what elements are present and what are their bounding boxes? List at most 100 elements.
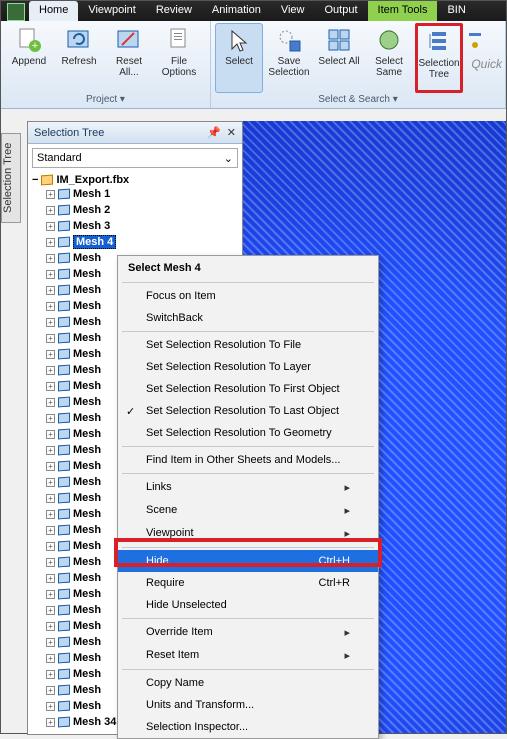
ctx-hide[interactable]: HideCtrl+H [118,550,378,572]
expand-icon[interactable]: + [46,302,55,311]
expand-icon[interactable]: + [46,350,55,359]
ctx-res-first[interactable]: Set Selection Resolution To First Object [118,378,378,400]
expand-icon[interactable]: + [46,334,55,343]
ctx-res-file[interactable]: Set Selection Resolution To File [118,334,378,356]
tab-review[interactable]: Review [146,1,202,21]
tab-view[interactable]: View [271,1,315,21]
expand-icon[interactable]: + [46,606,55,615]
quick-search-placeholder[interactable]: Quick [471,57,502,71]
expand-icon[interactable]: + [46,590,55,599]
expand-icon[interactable]: + [46,318,55,327]
tree-root[interactable]: − IM_Export.fbx [32,174,238,186]
ctx-require[interactable]: RequireCtrl+R [118,572,378,594]
ctx-res-last[interactable]: ✓Set Selection Resolution To Last Object [118,400,378,422]
expand-icon[interactable]: + [46,254,55,263]
ctx-links[interactable]: Links▸ [118,476,378,499]
expand-icon[interactable]: + [46,286,55,295]
append-button[interactable]: +Append [5,23,53,93]
tab-output[interactable]: Output [315,1,368,21]
ctx-res-geom[interactable]: Set Selection Resolution To Geometry [118,422,378,444]
group-label-select[interactable]: Select & Search ▾ [215,93,501,106]
tree-item[interactable]: +Mesh 4 [46,234,238,250]
expand-icon[interactable]: + [46,238,55,247]
ctx-scene[interactable]: Scene▸ [118,499,378,522]
select-button[interactable]: Select [215,23,263,93]
expand-icon[interactable]: + [46,462,55,471]
side-tab-selection-tree[interactable]: Selection Tree [1,133,21,223]
dropdown-value: Standard [37,152,82,164]
panel-mode-dropdown[interactable]: Standard ⌄ [32,148,238,168]
expand-icon[interactable]: + [46,430,55,439]
tab-animation[interactable]: Animation [202,1,271,21]
tab-item-tools[interactable]: Item Tools [368,1,438,21]
expand-icon[interactable]: + [46,702,55,711]
check-icon: ✓ [126,405,135,418]
reset-all-button[interactable]: Reset All... [105,23,153,93]
mesh-icon [58,653,70,664]
expand-icon[interactable]: + [46,366,55,375]
expand-icon[interactable]: + [46,222,55,231]
tree-item[interactable]: +Mesh 1 [46,186,238,202]
expand-icon[interactable]: + [46,510,55,519]
svg-text:+: + [32,40,38,52]
expand-icon[interactable]: + [46,718,55,727]
refresh-button[interactable]: Refresh [55,23,103,93]
panel-pin-icon[interactable]: 📌 [207,126,221,139]
collapse-icon[interactable]: − [32,174,38,186]
select-all-button[interactable]: Select All [315,23,363,93]
expand-icon[interactable]: + [46,686,55,695]
mesh-icon [58,557,70,568]
expand-icon[interactable]: + [46,494,55,503]
tab-bim[interactable]: BIN [437,1,475,21]
cursor-icon [225,26,253,54]
group-label-project[interactable]: Project ▾ [5,93,206,106]
expand-icon[interactable]: + [46,526,55,535]
expand-icon[interactable]: + [46,670,55,679]
ctx-reset[interactable]: Reset Item▸ [118,644,378,667]
ctx-res-layer[interactable]: Set Selection Resolution To Layer [118,356,378,378]
expand-icon[interactable]: + [46,478,55,487]
ctx-switchback[interactable]: SwitchBack [118,307,378,329]
tree-item-label: Mesh [73,332,101,344]
select-same-button[interactable]: Select Same [365,23,413,93]
expand-icon[interactable]: + [46,270,55,279]
mesh-icon [58,365,70,376]
tree-item-label: Mesh [73,556,101,568]
expand-icon[interactable]: + [46,414,55,423]
expand-icon[interactable]: + [46,622,55,631]
expand-icon[interactable]: + [46,638,55,647]
selection-tree-button[interactable]: Selection Tree [415,23,463,93]
tree-item-label: Mesh [73,380,101,392]
tree-item[interactable]: +Mesh 2 [46,202,238,218]
expand-icon[interactable]: + [46,446,55,455]
expand-icon[interactable]: + [46,574,55,583]
file-options-button[interactable]: File Options [155,23,203,93]
ctx-focus[interactable]: Focus on Item [118,285,378,307]
ctx-find[interactable]: Find Item in Other Sheets and Models... [118,449,378,471]
panel-close-icon[interactable]: ✕ [227,126,236,139]
expand-icon[interactable]: + [46,654,55,663]
ctx-viewpoint[interactable]: Viewpoint▸ [118,522,378,545]
more-icon [461,26,489,54]
ctx-hide-unselected[interactable]: Hide Unselected [118,594,378,616]
ctx-copy-name[interactable]: Copy Name [118,672,378,694]
expand-icon[interactable]: + [46,542,55,551]
expand-icon[interactable]: + [46,382,55,391]
mesh-icon [58,253,70,264]
expand-icon[interactable]: + [46,558,55,567]
save-selection-icon [275,26,303,54]
tree-item[interactable]: +Mesh 3 [46,218,238,234]
panel-title: Selection Tree [34,127,104,139]
save-selection-button[interactable]: Save Selection [265,23,313,93]
expand-icon[interactable]: + [46,398,55,407]
ctx-inspector[interactable]: Selection Inspector... [118,716,378,738]
mesh-icon [58,237,70,248]
tree-item-label: Mesh [73,540,101,552]
tab-viewpoint[interactable]: Viewpoint [78,1,146,21]
tree-item-label: Mesh [73,252,101,264]
expand-icon[interactable]: + [46,190,55,199]
ctx-override[interactable]: Override Item▸ [118,621,378,644]
expand-icon[interactable]: + [46,206,55,215]
tab-home[interactable]: Home [29,1,78,21]
ctx-units[interactable]: Units and Transform... [118,694,378,716]
